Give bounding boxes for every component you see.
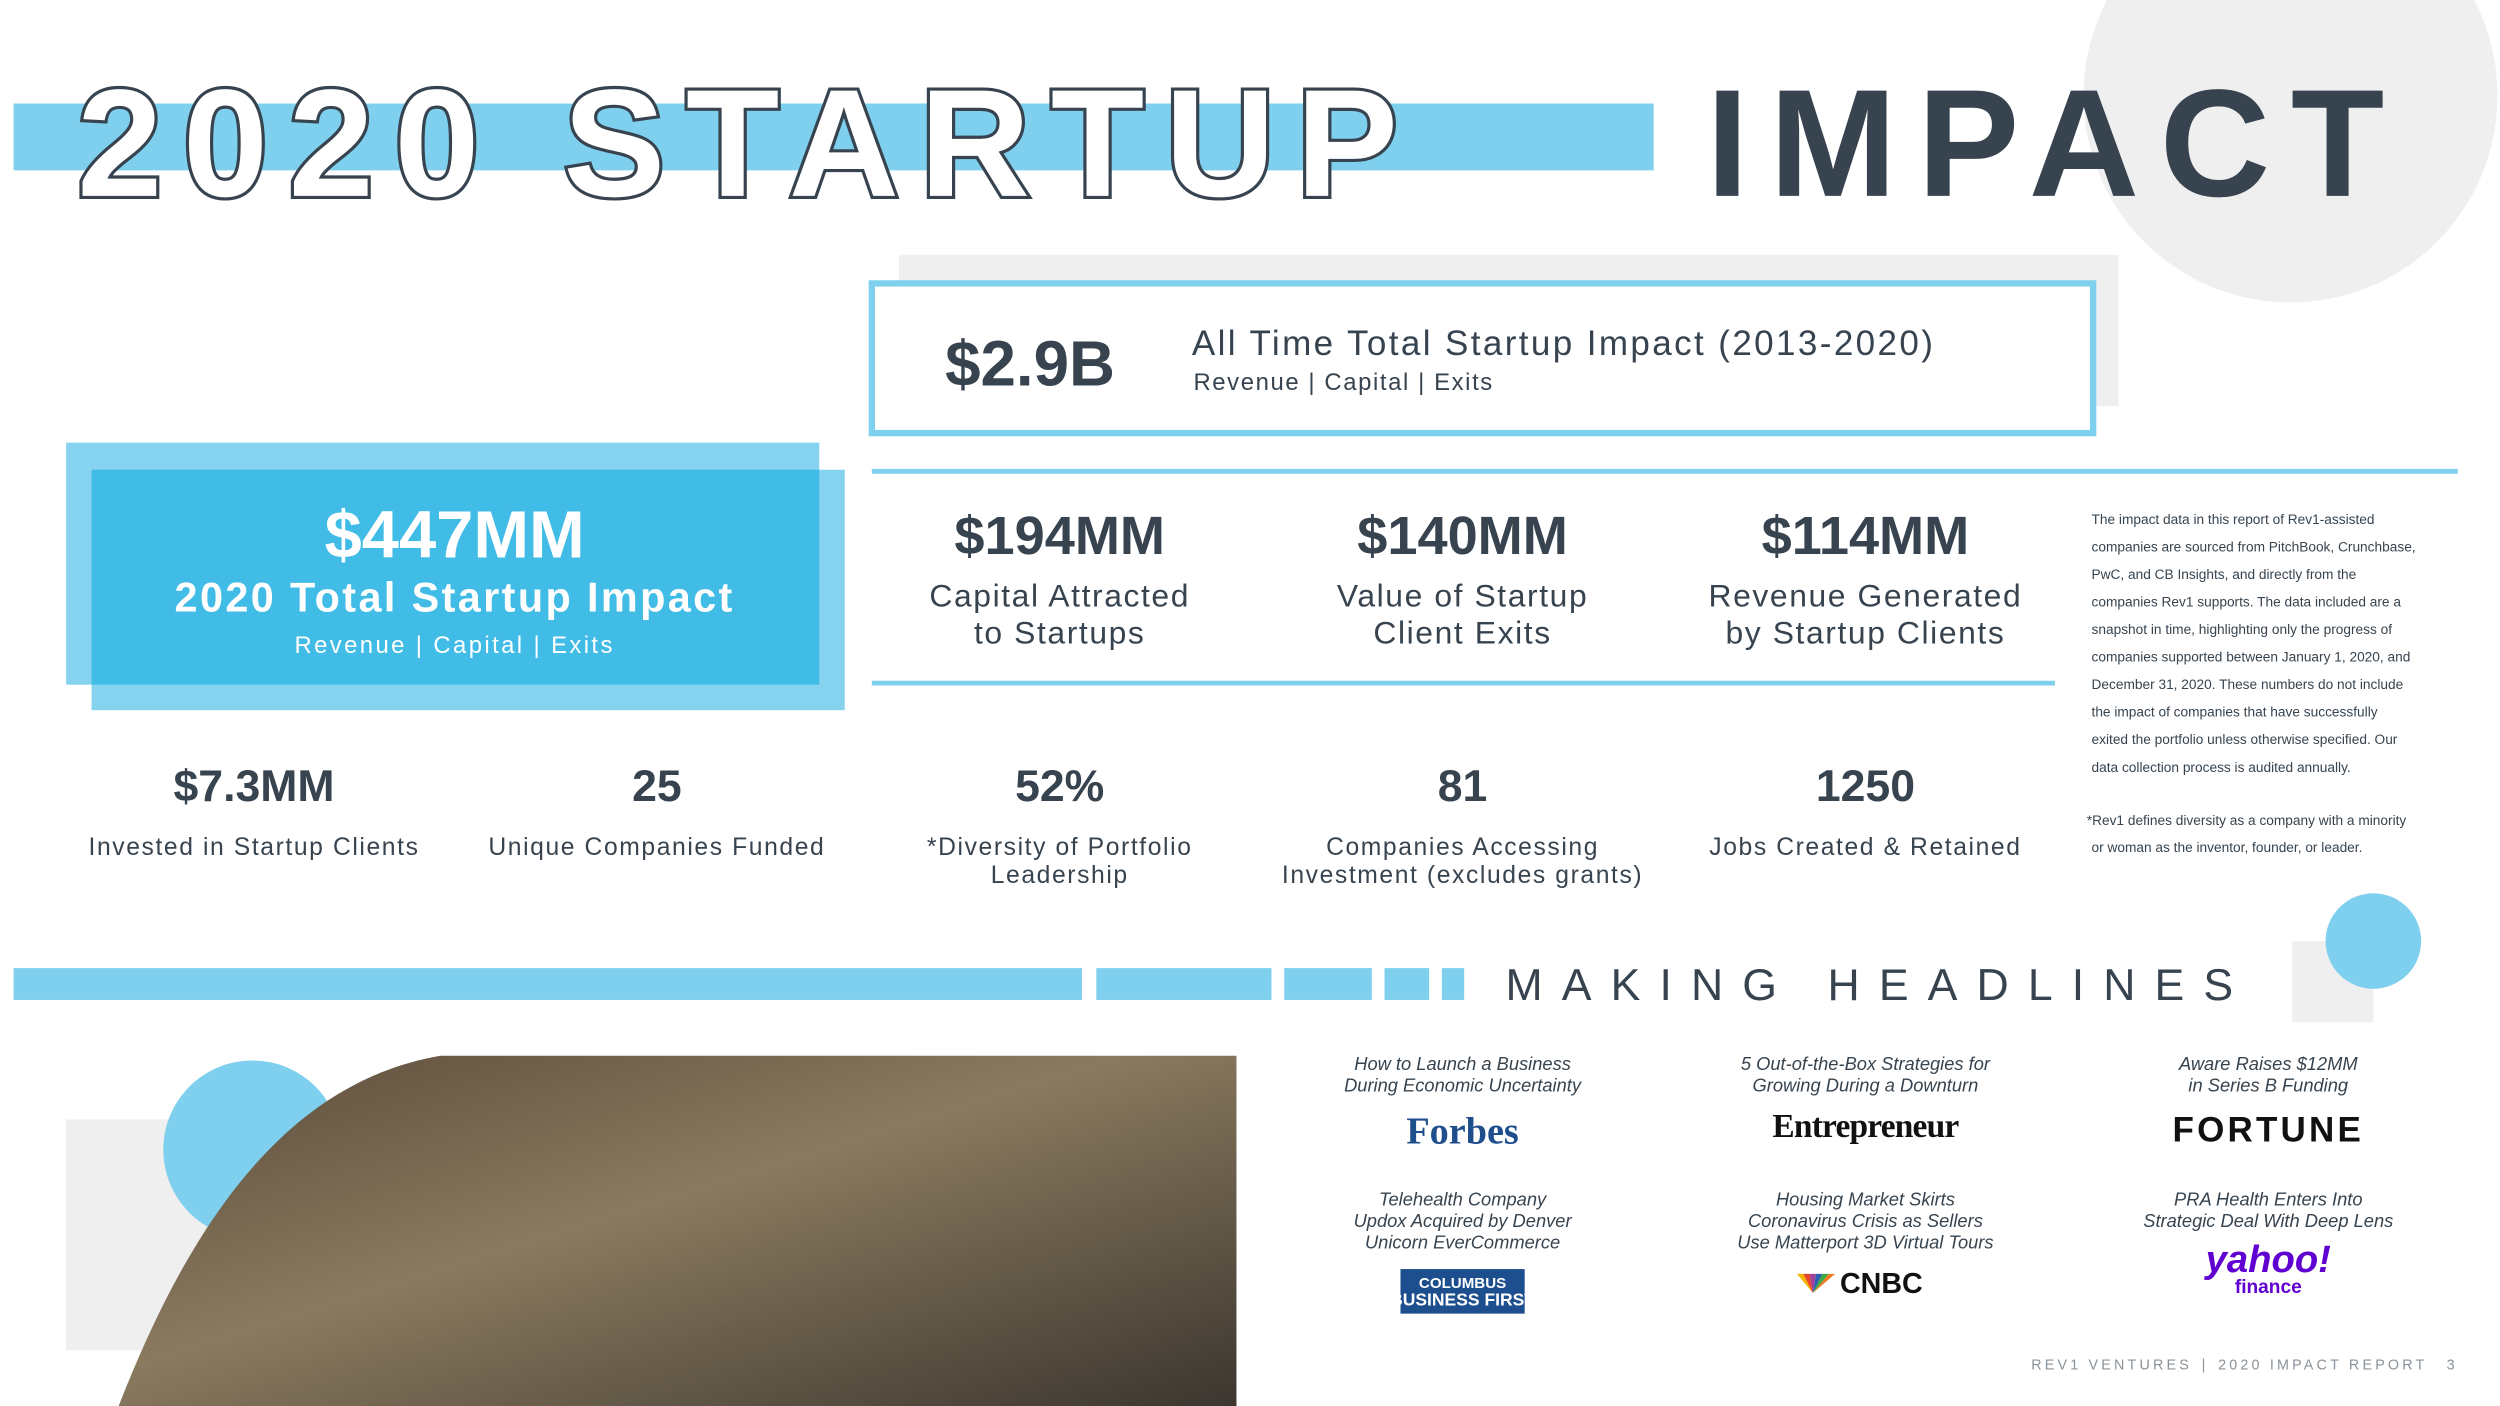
stat-label: Invested in Startup Clients [89,834,420,861]
all-time-label: All Time Total Startup Impact (2013-2020… [1192,324,1935,363]
stat-label: Investment (excludes grants) [1282,862,1643,889]
metric-value: $194MM [954,506,1165,566]
metric-label: by Startup Clients [1725,614,2005,650]
deco-circle [2325,893,2422,989]
headline-text: Telehealth Company [1379,1188,1548,1209]
outlet-logo: Forbes [1406,1110,1518,1152]
footer-left: REV1 VENTURES [2031,1357,2192,1373]
metric-value: $114MM [1762,506,1970,566]
note-line: companies Rev1 supports. The data includ… [2092,595,2402,610]
headline-bar [13,968,1465,1000]
outlet-logo: FORTUNE [2173,1111,2365,1150]
deco-circle [2083,0,2498,303]
outlet-logo: CNBC [1840,1268,1923,1300]
outlet-logo: finance [2235,1277,2302,1298]
stat-value: 25 [632,762,682,811]
headlines-title: MAKING HEADLINES [1506,961,2253,1010]
stat-value: $7.3MM [174,762,335,811]
outlet-logo: Entrepreneur [1772,1108,1959,1145]
stat-label: Leadership [991,862,1129,889]
headline-text: Strategic Deal With Deep Lens [2143,1210,2393,1231]
metric-label: Client Exits [1373,614,1551,650]
footer-page: 3 [2447,1357,2458,1373]
total-box-overlap [91,469,820,685]
outlet-logo: COLUMBUS [1419,1275,1506,1292]
stat-label: Unique Companies Funded [488,834,825,861]
headline-text: Unicorn EverCommerce [1365,1231,1560,1252]
title-bar [13,103,1654,171]
headline-text: 5 Out-of-the-Box Strategies for [1741,1053,1991,1074]
stat-value: 52% [1015,762,1104,811]
stat-label: *Diversity of Portfolio [927,834,1193,861]
footer: REV1 VENTURES | 2020 IMPACT REPORT 3 [2031,1357,2458,1373]
metric-label: Revenue Generated [1709,578,2023,614]
note-line: exited the portfolio unless otherwise sp… [2092,732,2398,747]
stat-value: 81 [1438,762,1488,811]
note-line: snapshot in time, highlighting only the … [2092,622,2393,637]
note-line: PwC, and CB Insights, and directly from … [2092,567,2357,582]
all-time-value: $2.9B [945,328,1115,399]
footer-separator: | [2202,1357,2209,1373]
note-line: companies supported between January 1, 2… [2092,650,2411,665]
logo-box [1400,1269,1525,1314]
note-line: or woman as the inventor, founder, or le… [2092,840,2363,855]
photo [118,1055,1237,1406]
stat-label: Jobs Created & Retained [1709,834,2021,861]
headline-text: Coronavirus Crisis as Sellers [1748,1210,1983,1231]
outlet-logo: BUSINESS FIRST [1390,1290,1535,1310]
headline-text: Use Matterport 3D Virtual Tours [1737,1231,1993,1252]
note-line: The impact data in this report of Rev1-a… [2092,512,2375,527]
metric-label: Capital Attracted [929,578,1190,614]
note-line: the impact of companies that have succes… [2092,705,2378,720]
note-line: December 31, 2020. These numbers do not … [2092,677,2404,692]
outlet-logo: yahoo! [2204,1238,2332,1281]
total-sub: Revenue | Capital | Exits [295,632,615,659]
title-solid: IMPACT [1706,59,2405,229]
total-label: 2020 Total Startup Impact [175,574,735,620]
note-line: data collection process is audited annua… [2092,760,2351,775]
note-line: companies are sourced from PitchBook, Cr… [2092,539,2416,554]
headline-text: in Series B Funding [2188,1075,2349,1096]
headline-text: How to Launch a Business [1354,1053,1571,1074]
headline-text: Growing During a Downturn [1753,1075,1979,1096]
metric-label: Value of Startup [1337,578,1588,614]
all-time-box [868,280,2097,437]
metric-value: $140MM [1357,506,1568,566]
stat-label: Companies Accessing [1326,834,1599,861]
total-value: $447MM [325,497,585,572]
peacock [1809,1273,1817,1293]
all-time-sub: Revenue | Capital | Exits [1193,369,1493,396]
headline-text: During Economic Uncertainty [1344,1075,1583,1096]
metric-label: to Startups [974,614,1145,650]
note-line: *Rev1 defines diversity as a company wit… [2087,813,2407,828]
headline-text: PRA Health Enters Into [2174,1188,2362,1209]
footer-right: 2020 IMPACT REPORT [2218,1357,2427,1373]
headline-text: Aware Raises $12MM [2178,1053,2358,1074]
title-outline: 2020 STARTUP [77,59,1418,229]
stat-value: 1250 [1816,762,1915,811]
headline-text: Housing Market Skirts [1776,1188,1955,1209]
headline-text: Updox Acquired by Denver [1354,1210,1573,1231]
